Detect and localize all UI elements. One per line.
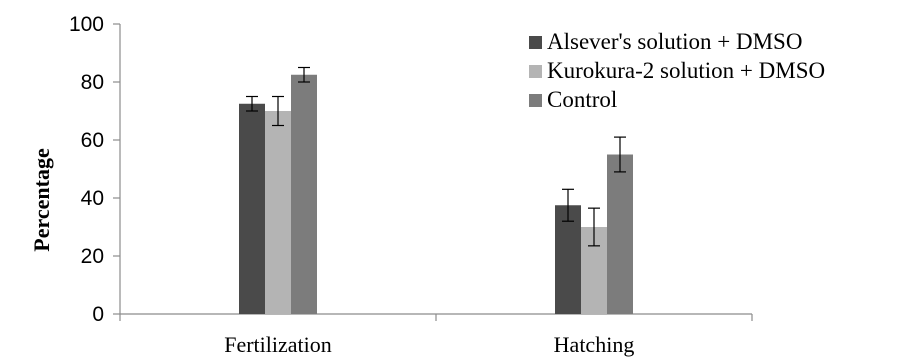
y-tick-label: 40 <box>81 187 104 210</box>
y-tick-label: 60 <box>81 129 104 152</box>
y-tick-label: 80 <box>81 71 104 94</box>
error-bars <box>246 66 626 247</box>
bar <box>291 74 317 314</box>
y-tick-label: 0 <box>92 303 104 326</box>
legend-label: Kurokura-2 solution + DMSO <box>547 58 825 83</box>
x-ticks: Fertilization Hatching <box>119 314 753 357</box>
legend-label: Control <box>547 87 617 112</box>
x-category-label: Fertilization <box>224 332 332 357</box>
y-tick-label: 20 <box>81 245 104 268</box>
y-axis-label: Percentage <box>29 148 54 252</box>
legend: Alsever's solution + DMSO Kurokura-2 solu… <box>529 29 825 112</box>
x-category-label: Hatching <box>554 332 635 357</box>
bar <box>607 154 633 314</box>
bars <box>239 74 633 314</box>
y-tick-label: 100 <box>69 13 104 36</box>
legend-swatch <box>529 36 542 49</box>
bar <box>239 103 265 314</box>
legend-swatch <box>529 65 542 78</box>
legend-label: Alsever's solution + DMSO <box>547 29 802 54</box>
bar <box>555 205 581 314</box>
y-ticks: 0 20 40 60 80 100 <box>69 13 120 326</box>
bar <box>265 111 291 314</box>
legend-swatch <box>529 94 542 107</box>
